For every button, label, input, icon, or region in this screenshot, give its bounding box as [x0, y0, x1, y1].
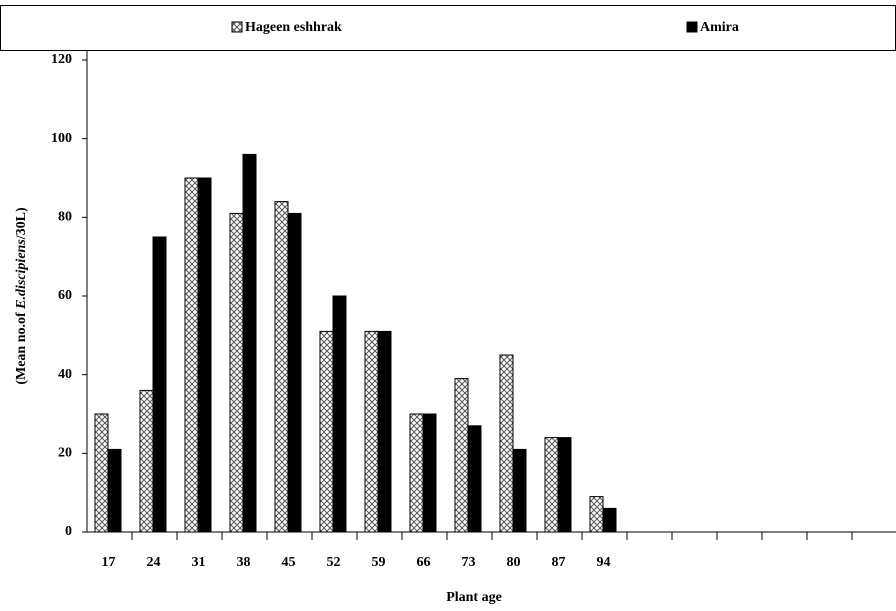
y-tick-label: 40: [58, 367, 72, 382]
bar: [184, 177, 199, 533]
bar: [499, 354, 514, 533]
x-tick-label: 59: [372, 555, 386, 570]
x-tick-label: 45: [282, 555, 296, 570]
x-tick-label: 66: [417, 555, 431, 570]
bar: [602, 507, 617, 533]
bar: [152, 236, 167, 533]
bar: [197, 177, 212, 533]
bar: [107, 448, 122, 533]
legend-swatch: [231, 21, 243, 33]
bar: [139, 389, 154, 533]
y-tick-label: 80: [58, 210, 72, 225]
bar: [242, 153, 257, 533]
x-tick-label: 73: [462, 555, 476, 570]
bar: [454, 378, 469, 533]
y-tick-label: 20: [58, 446, 72, 461]
bar: [409, 413, 424, 533]
y-tick-label: 120: [51, 52, 72, 67]
bar: [467, 425, 482, 533]
bar: [589, 496, 604, 533]
bar: [557, 437, 572, 533]
y-axis-label-part: /30L): [14, 207, 29, 240]
y-axis-label: (Mean no.of E.discipiens/30L): [14, 207, 29, 385]
x-tick-label: 80: [507, 555, 521, 570]
x-tick-label: 17: [102, 555, 116, 570]
legend-swatch: [686, 21, 698, 33]
legend-label: Amira: [700, 20, 739, 35]
bar: [332, 295, 347, 533]
legend-box: [0, 5, 896, 51]
x-axis-label: Plant age: [446, 590, 502, 605]
bar: [229, 212, 244, 533]
x-tick-label: 87: [552, 555, 566, 570]
bar: [287, 212, 302, 533]
bar: [512, 448, 527, 533]
x-tick-label: 38: [237, 555, 251, 570]
bar: [94, 413, 109, 533]
y-tick-label: 0: [65, 524, 72, 539]
bar: [364, 330, 379, 533]
legend-label: Hageen eshhrak: [245, 20, 342, 35]
bar: [319, 330, 334, 533]
bar: [422, 413, 437, 533]
bar: [274, 201, 289, 533]
y-axis-label-part: E.discipiens: [14, 239, 29, 310]
bar: [544, 437, 559, 533]
y-tick-label: 60: [58, 288, 72, 303]
bar: [377, 330, 392, 533]
x-tick-label: 94: [597, 555, 611, 570]
y-axis-label-part: (Mean no.of: [14, 309, 29, 385]
x-tick-label: 24: [147, 555, 161, 570]
y-tick-label: 100: [51, 131, 72, 146]
x-tick-label: 52: [327, 555, 341, 570]
x-tick-label: 31: [192, 555, 206, 570]
